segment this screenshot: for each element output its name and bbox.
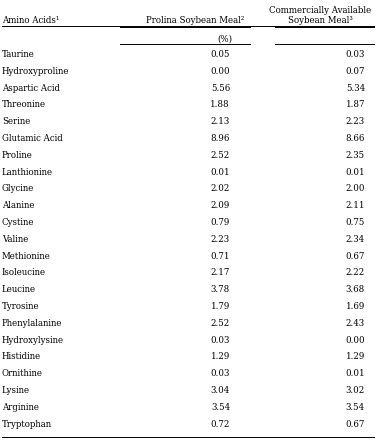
Text: 0.03: 0.03 [211, 336, 230, 345]
Text: Commercially Available: Commercially Available [269, 6, 371, 15]
Text: 5.34: 5.34 [346, 83, 365, 93]
Text: Lanthionine: Lanthionine [2, 167, 53, 177]
Text: 2.52: 2.52 [211, 319, 230, 328]
Text: Amino Acids¹: Amino Acids¹ [2, 16, 59, 25]
Text: 2.00: 2.00 [346, 184, 365, 194]
Text: 0.79: 0.79 [211, 218, 230, 227]
Text: Histidine: Histidine [2, 353, 41, 361]
Text: Aspartic Acid: Aspartic Acid [2, 83, 60, 93]
Text: Alanine: Alanine [2, 201, 35, 210]
Text: 2.09: 2.09 [211, 201, 230, 210]
Text: 0.01: 0.01 [346, 369, 365, 378]
Text: 2.17: 2.17 [211, 269, 230, 278]
Text: 2.23: 2.23 [211, 235, 230, 244]
Text: 0.67: 0.67 [346, 420, 365, 428]
Text: 1.29: 1.29 [211, 353, 230, 361]
Text: 0.67: 0.67 [346, 252, 365, 261]
Text: Lysine: Lysine [2, 386, 30, 395]
Text: 0.71: 0.71 [211, 252, 230, 261]
Text: Tryptophan: Tryptophan [2, 420, 52, 428]
Text: 2.34: 2.34 [346, 235, 365, 244]
Text: 3.04: 3.04 [211, 386, 230, 395]
Text: 8.96: 8.96 [211, 134, 230, 143]
Text: Isoleucine: Isoleucine [2, 269, 46, 278]
Text: 0.03: 0.03 [346, 50, 365, 59]
Text: Glutamic Acid: Glutamic Acid [2, 134, 63, 143]
Text: Leucine: Leucine [2, 285, 36, 294]
Text: Ornithine: Ornithine [2, 369, 43, 378]
Text: 0.72: 0.72 [211, 420, 230, 428]
Text: Threonine: Threonine [2, 100, 46, 109]
Text: 0.03: 0.03 [211, 369, 230, 378]
Text: Cystine: Cystine [2, 218, 35, 227]
Text: 1.88: 1.88 [211, 100, 230, 109]
Text: 5.56: 5.56 [211, 83, 230, 93]
Text: 3.54: 3.54 [211, 403, 230, 412]
Text: 2.13: 2.13 [211, 117, 230, 126]
Text: (%): (%) [217, 35, 233, 44]
Text: 1.29: 1.29 [346, 353, 365, 361]
Text: 2.11: 2.11 [346, 201, 365, 210]
Text: Arginine: Arginine [2, 403, 39, 412]
Text: Proline: Proline [2, 151, 33, 160]
Text: 1.69: 1.69 [346, 302, 365, 311]
Text: Phenylalanine: Phenylalanine [2, 319, 62, 328]
Text: 8.66: 8.66 [346, 134, 365, 143]
Text: 2.22: 2.22 [346, 269, 365, 278]
Text: 0.07: 0.07 [346, 67, 365, 76]
Text: 0.75: 0.75 [346, 218, 365, 227]
Text: Glycine: Glycine [2, 184, 34, 194]
Text: Serine: Serine [2, 117, 30, 126]
Text: 0.00: 0.00 [346, 336, 365, 345]
Text: 0.00: 0.00 [211, 67, 230, 76]
Text: Hydroxylysine: Hydroxylysine [2, 336, 64, 345]
Text: Soybean Meal³: Soybean Meal³ [288, 16, 352, 25]
Text: 3.68: 3.68 [346, 285, 365, 294]
Text: 3.78: 3.78 [211, 285, 230, 294]
Text: 0.01: 0.01 [346, 167, 365, 177]
Text: Prolina Soybean Meal²: Prolina Soybean Meal² [146, 16, 244, 25]
Text: 1.87: 1.87 [346, 100, 365, 109]
Text: 2.52: 2.52 [211, 151, 230, 160]
Text: 0.01: 0.01 [211, 167, 230, 177]
Text: 3.02: 3.02 [346, 386, 365, 395]
Text: Valine: Valine [2, 235, 28, 244]
Text: Tyrosine: Tyrosine [2, 302, 39, 311]
Text: 2.02: 2.02 [211, 184, 230, 194]
Text: 0.05: 0.05 [211, 50, 230, 59]
Text: Taurine: Taurine [2, 50, 35, 59]
Text: Hydroxyproline: Hydroxyproline [2, 67, 70, 76]
Text: 2.23: 2.23 [346, 117, 365, 126]
Text: 3.54: 3.54 [346, 403, 365, 412]
Text: 1.79: 1.79 [211, 302, 230, 311]
Text: Methionine: Methionine [2, 252, 51, 261]
Text: 2.43: 2.43 [346, 319, 365, 328]
Text: 2.35: 2.35 [346, 151, 365, 160]
